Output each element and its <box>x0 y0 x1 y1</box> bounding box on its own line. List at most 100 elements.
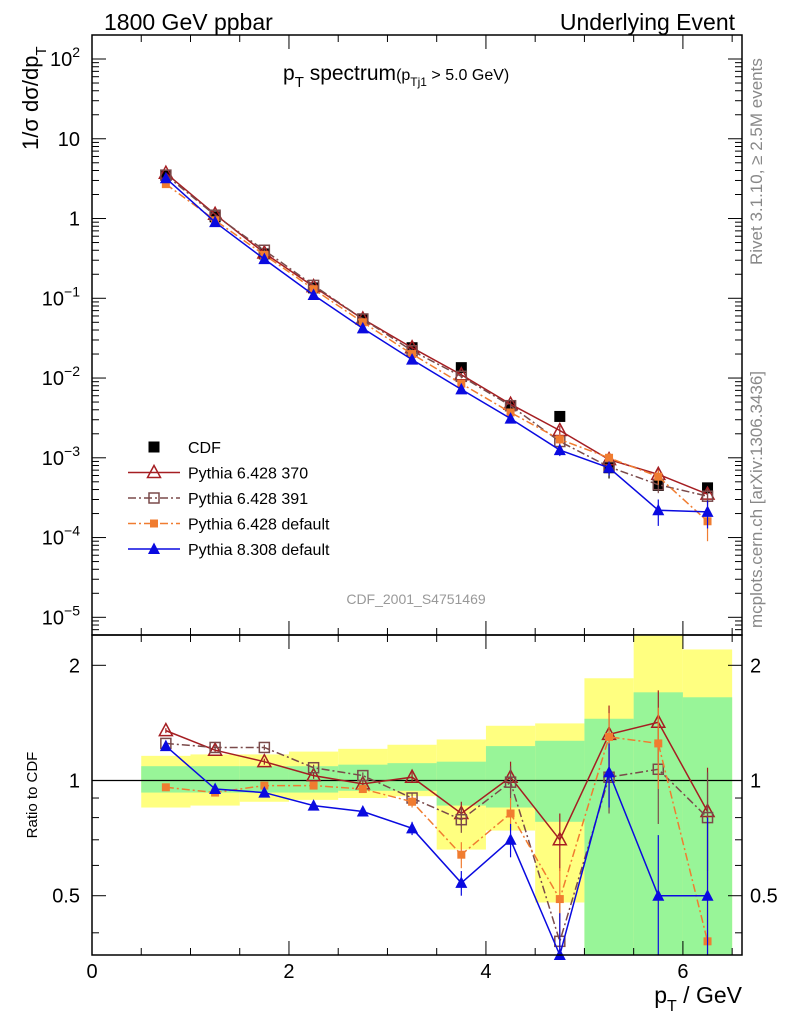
title-sub: T <box>295 74 304 91</box>
y-tick-label: 1 <box>69 209 80 231</box>
legend-marker <box>148 441 160 453</box>
ylabel-main: 1/σ dσ/dp <box>18 56 43 150</box>
ratio-point <box>258 786 271 798</box>
series-pythia-6-428-370 <box>158 164 716 504</box>
xlabel-p: p <box>654 982 667 1008</box>
data-point <box>652 503 665 516</box>
ratio-point <box>357 769 369 782</box>
mcplots-label: mcplots.cern.ch [arXiv:1306.3436] <box>747 371 766 628</box>
ratio-point <box>161 783 170 792</box>
ratio-point <box>455 876 468 888</box>
ratio-point <box>504 833 517 845</box>
ratio-point <box>455 813 468 826</box>
xlabel-sub: T <box>667 998 677 1015</box>
ylabel-sub: T <box>33 46 50 55</box>
header-left: 1800 GeV ppbar <box>104 9 273 35</box>
series-pythia-6-428-391 <box>160 169 714 506</box>
ratio-point <box>258 741 271 754</box>
ratio-point <box>307 799 320 811</box>
y-tick-label: 102 <box>50 44 80 71</box>
ratio-point <box>654 739 663 748</box>
title-cut-open: (p <box>396 67 410 84</box>
y-tick-label: 10 <box>58 129 80 151</box>
data-point <box>307 288 320 300</box>
ratio-point <box>307 761 320 774</box>
main-series-group <box>158 164 716 542</box>
ratio-point <box>209 741 221 754</box>
legend-marker <box>148 492 160 504</box>
data-point <box>553 443 566 456</box>
ratio-point <box>552 831 568 846</box>
ratio-y-tick-label: 1 <box>69 771 80 793</box>
ratio-y-tick-label: 2 <box>69 655 80 677</box>
x-tick-label: 0 <box>86 961 97 983</box>
data-point <box>603 461 616 473</box>
title-cut-sub: Tj1 <box>410 75 427 89</box>
ratio-y-tick-label-right: 0.5 <box>750 886 778 908</box>
ratio-y-tick-label-right: 1 <box>750 771 761 793</box>
ratio-line <box>165 745 708 958</box>
title-p: p <box>283 62 295 85</box>
band-green <box>535 740 585 822</box>
legend-label: Pythia 6.428 391 <box>188 491 308 508</box>
data-point <box>209 215 222 228</box>
ratio-point <box>356 804 369 817</box>
ratio-point <box>158 722 174 737</box>
legend-label: CDF <box>188 440 221 457</box>
legend-item: Pythia 6.428 391 <box>128 491 308 508</box>
series-line <box>165 177 708 513</box>
data-point <box>701 505 714 517</box>
ratio-point <box>358 785 367 794</box>
analysis-label: CDF_2001_S4751469 <box>346 591 486 607</box>
ratio-line <box>165 721 709 842</box>
y-tick-label: 10−3 <box>42 443 80 470</box>
ratio-point <box>504 776 517 788</box>
main-ylabel: 1/σ dσ/dpT <box>18 46 50 150</box>
data-point <box>654 472 663 481</box>
legend-item: Pythia 6.428 370 <box>128 463 308 483</box>
ratio-point <box>207 741 223 756</box>
xlabel-unit: / GeV <box>677 982 743 1008</box>
ratio-point <box>506 809 515 818</box>
ratio-tick-labels: 0.5 0.5 1 1 2 2 <box>52 655 778 907</box>
series-pythia-8-308-default <box>159 171 714 529</box>
data-point <box>356 321 369 334</box>
ratio-ylabel: Ratio to CDF <box>24 752 41 839</box>
legend-marker <box>148 542 160 554</box>
y-tick-label: 10−2 <box>42 363 80 390</box>
data-point <box>406 353 419 365</box>
legend-item: CDF <box>148 440 221 457</box>
legend-label: Pythia 8.308 default <box>188 542 330 559</box>
x-tick-label: 4 <box>480 961 491 983</box>
x-tick-label: 6 <box>677 961 688 983</box>
y-tick-label: 10−5 <box>42 602 80 629</box>
legend-item: Pythia 8.308 default <box>128 542 330 559</box>
ratio-point <box>408 797 417 806</box>
ratio-point <box>209 782 222 795</box>
ratio-point <box>555 895 564 904</box>
main-y-tick-labels: 102 10 1 10−1 10−2 10−3 10−4 10−5 <box>42 44 80 629</box>
ratio-point <box>159 739 172 752</box>
main-title: pT spectrum(pTj1 > 5.0 GeV) <box>283 62 509 91</box>
y-tick-label: 10−1 <box>42 283 80 310</box>
legend-label: Pythia 6.428 default <box>188 517 330 534</box>
main-axis-ticks <box>91 34 742 636</box>
data-point <box>258 252 271 265</box>
x-tick-label: 2 <box>283 961 294 983</box>
ratio-frame <box>91 634 743 956</box>
legend-marker <box>146 463 162 479</box>
data-point <box>605 453 614 462</box>
data-point <box>554 410 566 422</box>
y-tick-label: 10−4 <box>42 523 80 550</box>
ratio-point <box>605 732 614 741</box>
series-line <box>165 183 709 522</box>
series-cdf <box>160 169 714 494</box>
xlabel: pT / GeV <box>654 982 742 1015</box>
ratio-series-group <box>158 690 716 960</box>
data-point <box>159 171 172 184</box>
ratio-point <box>256 753 273 768</box>
series-line <box>165 172 708 495</box>
ratio-point <box>652 889 665 901</box>
